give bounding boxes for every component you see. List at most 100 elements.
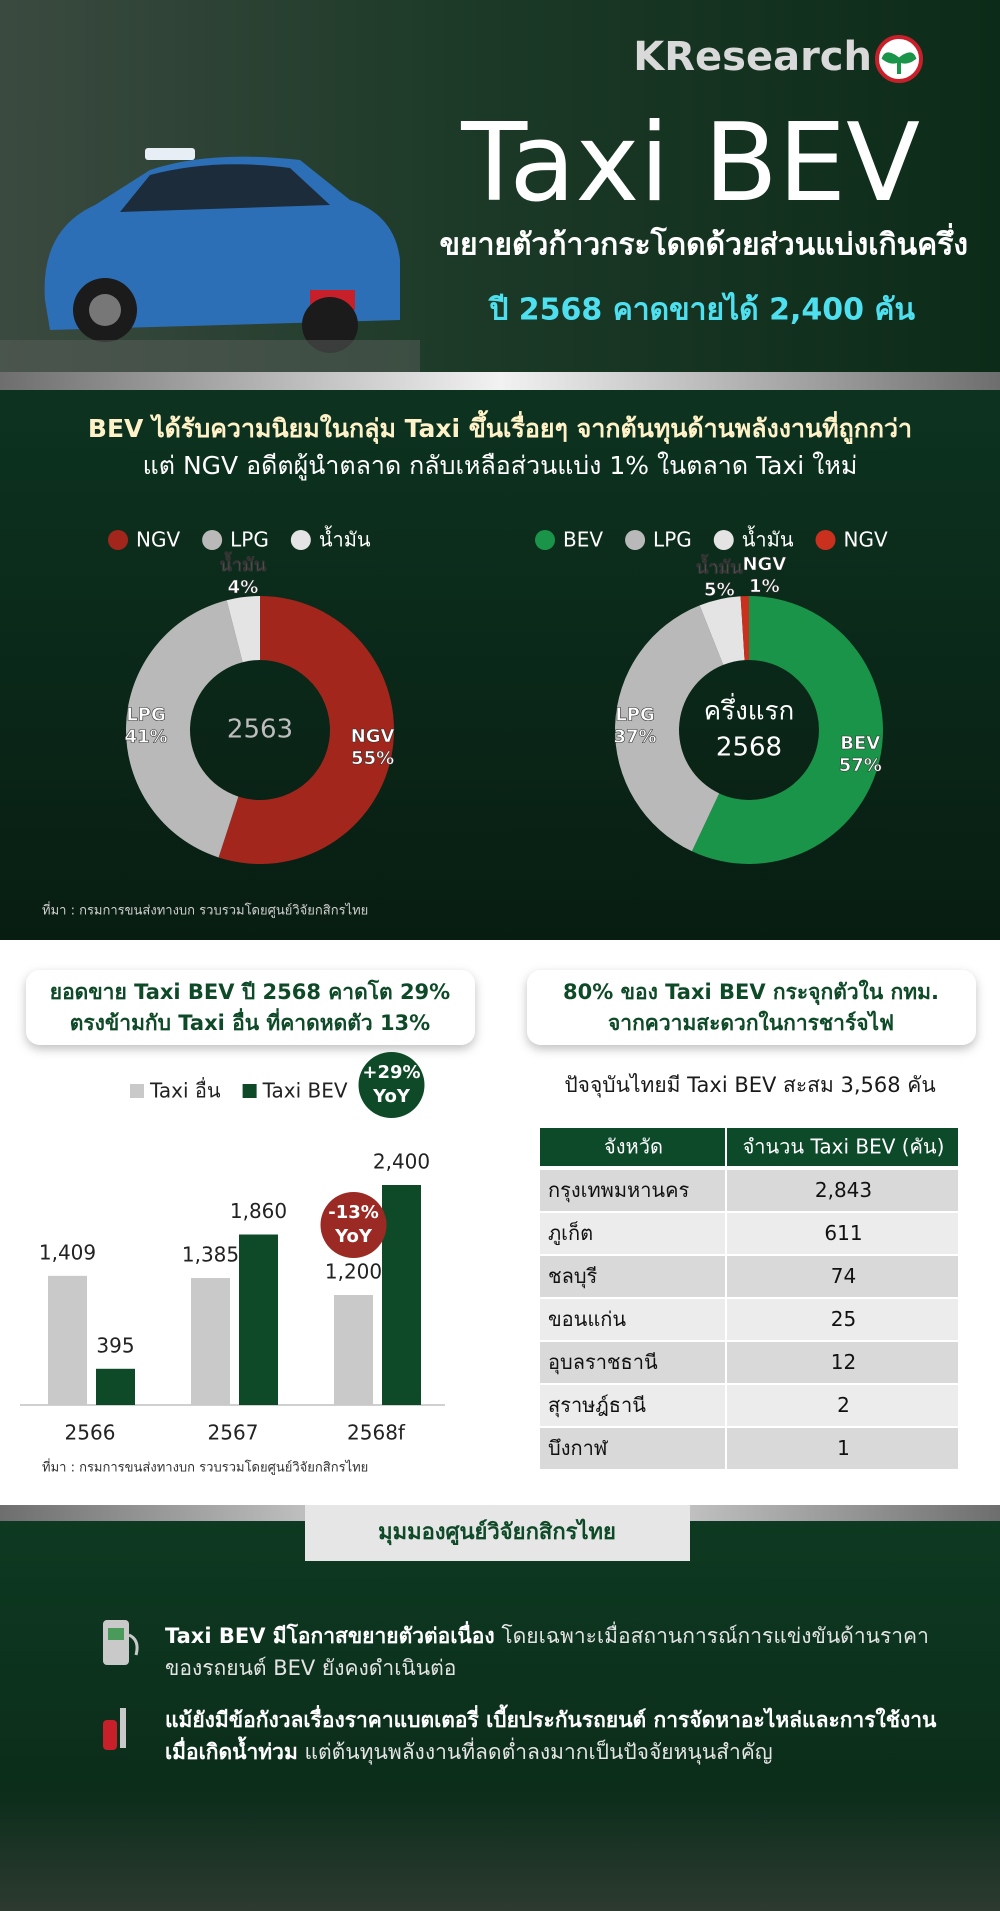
source: ที่มา : กรมการขนส่งทางบก รวบรวมโดยศูนย์ว… [42,902,368,919]
table-text: อุบลราชธานี [548,1350,658,1375]
annotation-text: -13% [328,1202,379,1223]
slice-value: 5% [704,579,735,600]
table-cell [727,1256,958,1297]
slice-value: 41% [125,726,168,747]
table-text: บึงกาฬ [548,1436,609,1460]
brand: KResearch [633,34,872,80]
table-cell [540,1385,725,1426]
bar [48,1275,87,1405]
donut-slice [699,596,745,665]
x-tick-label: 2567 [208,1421,259,1445]
outlook-bg [0,1505,1000,1911]
table-text: 74 [831,1264,856,1288]
callout-text: 80% ของ Taxi BEV กระจุกตัวใน กทม. [563,979,939,1006]
bar [239,1234,278,1405]
legend-label: NGV [844,528,888,552]
legend-swatch [242,1084,257,1098]
callout-box [26,970,475,1045]
value-label: 1,860 [230,1199,287,1223]
legend-dot [625,530,646,550]
subline: แต่ NGV อดีตผู้นำตลาด กลับเหลือส่วนแบ่ง … [143,451,858,481]
table-cell [727,1385,958,1426]
table-title: ปัจจุบันไทยมี Taxi BEV สะสม 3,568 คัน [564,1073,935,1098]
table-text: 2 [837,1393,850,1417]
outlook-title: มุมมองศูนย์วิจัยกสิกรไทย [378,1518,616,1546]
table-cell [540,1170,725,1211]
donut-slice [226,596,260,663]
legend-label: Taxi อื่น [149,1077,221,1103]
legend-dot [815,530,836,550]
callout-text: ยอดขาย Taxi BEV ปี 2568 คาดโต 29% [50,979,450,1004]
annotation-text: YoY [372,1086,411,1107]
table-text: 25 [831,1307,856,1331]
legend-label: น้ำมัน [742,526,794,552]
legend-dot [713,530,734,550]
outlook-title-box [305,1505,690,1561]
donut-slice [126,600,243,858]
donut-slice [740,596,749,661]
table-header-cell [727,1128,958,1166]
source: ที่มา : กรมการขนส่งทางบก รวบรวมโดยศูนย์ว… [42,1459,368,1476]
table-text: 12 [831,1350,856,1374]
table-text: 611 [824,1221,862,1245]
table-cell [727,1428,958,1469]
bar [191,1278,230,1405]
slice-value: 1% [749,576,780,597]
donut-slice [615,605,724,852]
slice-label: LPG [615,704,654,725]
slice-value: 4% [228,577,259,598]
table-cell [727,1299,958,1340]
table-text: กรุงเทพมหานคร [548,1178,689,1203]
slice-value: 57% [839,755,882,776]
subtitle: ขยายตัวก้าวกระโดดด้วยส่วนแบ่งเกินครึ่ง [439,223,968,263]
callout-text: ตรงข้ามกับ Taxi อื่น ที่คาดหดตัว 13% [70,1007,430,1035]
legend-dot [202,530,223,550]
bar [382,1185,421,1405]
legend-dot [108,530,128,550]
charger-icon [103,1620,139,1665]
slice-label: น้ำมัน [220,551,267,576]
value-label: 395 [96,1333,134,1357]
legend-label: NGV [136,528,180,552]
point-bold: Taxi BEV มีโอกาสขยายตัวต่อเนื่อง [165,1624,495,1648]
divider [0,372,1000,390]
annotation-text: +29% [362,1062,420,1083]
slice-label: NGV [742,554,786,575]
table-cell [540,1428,725,1469]
legend-dot [290,530,311,550]
donut-slice [691,596,883,864]
table-header-cell [540,1128,725,1166]
value-label: 1,385 [182,1243,239,1267]
table-text: ภูเก็ต [548,1220,593,1246]
table-cell [540,1256,725,1297]
annotation-badge [320,1192,387,1258]
table-cell [540,1299,725,1340]
callout-text: จากความสะดวกในการชาร์จไฟ [608,1010,894,1035]
point-text: โดยเฉพาะเมื่อสถานการณ์การแข่งขันด้านราคา… [165,1624,929,1680]
value-label: 2,400 [373,1150,430,1174]
center-label: 2568 [716,733,782,763]
table-cell [727,1342,958,1383]
point-text: แต่ต้นทุนพลังงานที่ลดต่ำลงมากเป็นปัจจัยห… [304,1740,773,1764]
outlook-point: Taxi BEV มีโอกาสขยายตัวต่อเนื่อง โดยเฉพา… [165,1620,955,1684]
legend-label: น้ำมัน [319,526,371,552]
center-label: 2563 [227,715,293,745]
legend-label: BEV [563,528,603,552]
donut-slice [218,596,395,864]
bar [96,1368,135,1405]
slice-value: 37% [614,726,657,747]
annotation-badge [358,1052,425,1118]
annotation-text: YoY [334,1226,373,1247]
table-header: จำนวน Taxi BEV (คัน) [743,1135,945,1159]
table-cell [727,1170,958,1211]
brand-logo [875,35,923,83]
table-text: ชลบุรี [548,1264,598,1289]
x-tick-label: 2568f [347,1421,406,1445]
bar [334,1295,373,1405]
value-label: 1,409 [39,1240,96,1264]
table-cell [727,1213,958,1254]
outlook-point: แม้ยังมีข้อกังวลเรื่องราคาแบตเตอรี่ เบี้… [165,1704,955,1768]
table-header: จังหวัด [604,1135,663,1159]
